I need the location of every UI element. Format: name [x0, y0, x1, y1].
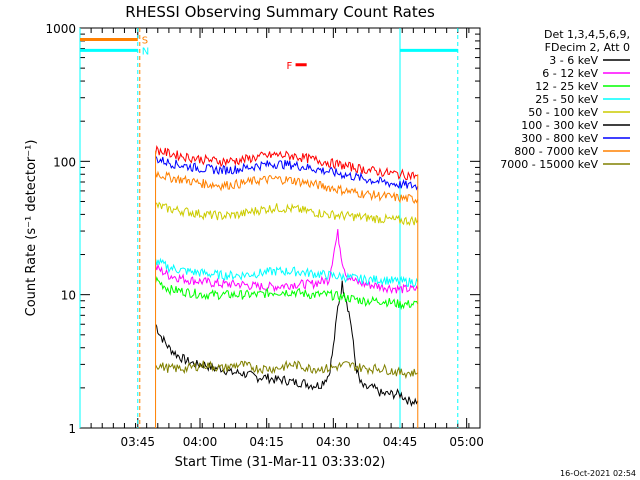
x-tick-label: 03:45	[120, 435, 155, 449]
y-tick-label: 1000	[45, 22, 76, 36]
legend-entry: 800 - 7000 keV	[514, 145, 598, 158]
vertical-markers	[79, 28, 459, 428]
y-tick-label: 100	[53, 155, 76, 169]
legend-entry: 50 - 100 keV	[528, 106, 598, 119]
legend-entry: 300 - 800 keV	[521, 132, 598, 145]
series-line	[155, 280, 419, 407]
series-line	[155, 276, 419, 311]
legend-entry: 100 - 300 keV	[521, 119, 598, 132]
series-line	[155, 145, 418, 181]
x-axis: 03:45 04:00 04:15 04:30 04:45 05:00	[79, 28, 484, 449]
annotation-segments: SN F	[80, 35, 458, 72]
series-line	[155, 155, 419, 191]
x-tick-label: 04:15	[249, 435, 284, 449]
series-line	[155, 201, 419, 227]
series-lines	[155, 145, 419, 428]
y-tick-label: 10	[61, 289, 76, 303]
chart-title: RHESSI Observing Summary Count Rates	[125, 3, 435, 21]
legend: Det 1,3,4,5,6,9,FDecim 2, Att 03 - 6 keV…	[500, 28, 630, 171]
y-axis: 1 10 100 1000	[45, 22, 480, 436]
segment-label: F	[287, 61, 293, 72]
segment-label: S	[142, 35, 148, 46]
y-axis-label: Count Rate (s⁻¹ detector⁻¹)	[24, 140, 39, 317]
legend-header: FDecim 2, Att 0	[545, 41, 630, 54]
legend-entry: 6 - 12 keV	[542, 67, 598, 80]
legend-header: Det 1,3,4,5,6,9,	[544, 28, 630, 41]
series-line	[155, 228, 419, 295]
legend-entry: 7000 - 15000 keV	[500, 158, 598, 171]
series-line	[155, 359, 419, 380]
x-axis-label: Start Time (31-Mar-11 03:33:02)	[175, 455, 386, 470]
x-tick-label: 04:00	[183, 435, 218, 449]
y-tick-label: 1	[68, 422, 76, 436]
x-tick-label: 04:30	[316, 435, 351, 449]
x-tick-label: 05:00	[449, 435, 484, 449]
legend-entry: 12 - 25 keV	[535, 80, 598, 93]
series-line	[155, 257, 419, 288]
segment-label: N	[142, 46, 149, 57]
series-line	[155, 170, 419, 204]
footer-timestamp: 16-Oct-2021 02:54	[560, 469, 636, 478]
legend-entry: 3 - 6 keV	[549, 54, 598, 67]
legend-entry: 25 - 50 keV	[535, 93, 598, 106]
x-tick-label: 04:45	[383, 435, 418, 449]
